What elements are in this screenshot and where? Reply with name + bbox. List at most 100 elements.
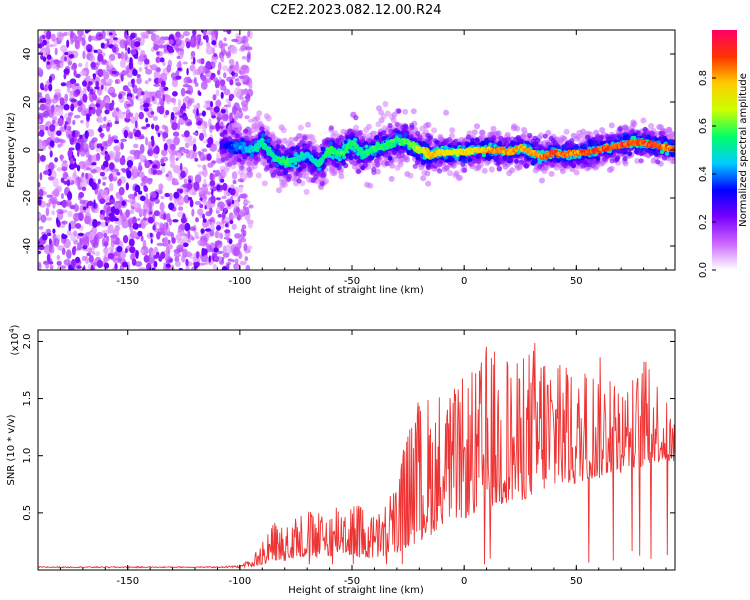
noise-speck <box>213 106 220 113</box>
noise-speck <box>124 30 127 35</box>
noise-speck <box>118 178 122 186</box>
noise-speck <box>81 186 87 191</box>
noise-blob <box>241 224 247 230</box>
noise-speck <box>199 203 204 209</box>
noise-speck <box>137 165 143 172</box>
signal-point <box>382 101 389 107</box>
noise-blob <box>38 125 44 130</box>
noise-blob <box>60 193 65 200</box>
signal-point <box>427 135 433 141</box>
noise-speck <box>184 222 191 232</box>
noise-blob <box>77 62 83 68</box>
noise-speck <box>153 210 160 217</box>
noise-speck <box>64 123 67 130</box>
noise-blob <box>202 167 208 178</box>
signal-point <box>407 172 414 179</box>
noise-blob <box>171 182 180 186</box>
noise-blob <box>140 32 149 37</box>
noise-speck <box>191 37 195 46</box>
noise-blob <box>103 255 107 264</box>
noise-speck <box>89 88 94 95</box>
noise-speck <box>93 49 98 53</box>
noise-speck <box>150 238 153 244</box>
noise-speck <box>82 206 87 210</box>
noise-blob <box>166 64 172 73</box>
noise-speck <box>82 237 89 244</box>
noise-blob <box>118 114 126 120</box>
noise-speck <box>197 37 202 42</box>
noise-blob <box>159 223 165 229</box>
noise-blob <box>222 245 227 254</box>
noise-speck <box>56 130 62 137</box>
signal-point <box>631 121 638 128</box>
noise-speck <box>211 115 216 119</box>
noise-blob <box>53 187 60 198</box>
noise-blob <box>74 39 80 49</box>
noise-speck <box>82 245 88 250</box>
noise-blob <box>61 220 68 225</box>
signal-point <box>320 173 326 179</box>
noise-blob <box>163 236 169 246</box>
noise-blob <box>158 183 164 191</box>
noise-speck <box>75 89 81 95</box>
noise-speck <box>220 91 224 99</box>
noise-blob <box>174 111 181 116</box>
noise-speck <box>182 115 188 121</box>
noise-blob <box>177 201 182 206</box>
noise-speck <box>102 210 105 216</box>
signal-point <box>394 121 400 128</box>
noise-speck <box>162 94 166 102</box>
noise-blob <box>114 224 121 231</box>
signal-point <box>410 108 417 115</box>
signal-point <box>496 166 502 172</box>
noise-blob <box>240 44 247 51</box>
noise-blob <box>203 178 207 186</box>
noise-blob <box>231 38 239 43</box>
noise-blob <box>239 260 247 266</box>
noise-speck <box>90 264 94 270</box>
noise-blob <box>161 149 168 157</box>
noise-blob <box>38 67 42 72</box>
noise-speck <box>71 258 76 268</box>
noise-blob <box>235 82 242 87</box>
noise-speck <box>71 246 76 256</box>
noise-speck <box>186 41 191 49</box>
noise-blob <box>41 141 47 150</box>
noise-speck <box>79 237 83 244</box>
noise-speck <box>140 91 145 96</box>
signal-point <box>355 168 362 175</box>
signal-point <box>456 174 463 181</box>
noise-speck <box>73 158 77 162</box>
noise-speck <box>169 143 176 150</box>
noise-blob <box>129 230 138 239</box>
noise-blob <box>228 212 234 223</box>
noise-blob <box>140 249 145 254</box>
noise-speck <box>125 113 131 120</box>
noise-speck <box>158 105 165 115</box>
signal-point <box>622 160 629 167</box>
noise-speck <box>110 195 114 200</box>
noise-speck <box>196 108 199 117</box>
noise-speck <box>169 49 175 53</box>
noise-speck <box>97 53 104 62</box>
noise-speck <box>168 202 175 211</box>
noise-speck <box>61 247 66 255</box>
noise-blob <box>46 202 51 208</box>
noise-speck <box>168 258 173 263</box>
noise-speck <box>56 217 59 225</box>
noise-blob <box>38 153 41 163</box>
noise-blob <box>60 139 66 144</box>
noise-speck <box>97 68 104 78</box>
noise-speck <box>165 222 169 230</box>
noise-speck <box>69 163 76 170</box>
signal-point <box>259 126 265 132</box>
signal-point <box>353 115 359 121</box>
noise-speck <box>114 120 120 125</box>
noise-blob <box>155 130 163 136</box>
noise-speck <box>195 217 199 223</box>
noise-blob <box>164 95 172 103</box>
signal-point <box>491 135 497 141</box>
noise-speck <box>129 246 136 254</box>
noise-speck <box>38 43 43 49</box>
noise-speck <box>69 204 76 210</box>
